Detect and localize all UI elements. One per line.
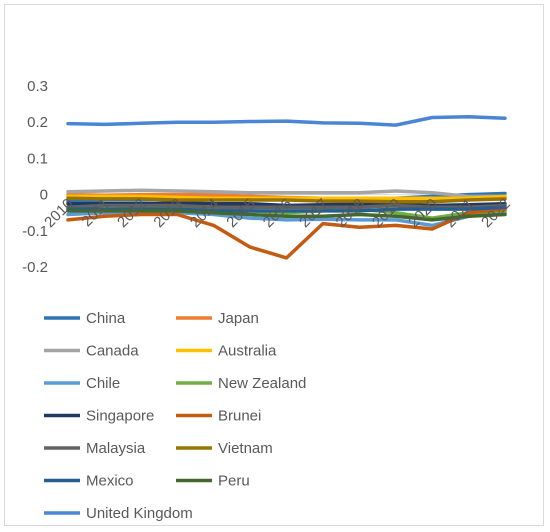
legend-label: Mexico xyxy=(86,473,134,490)
legend-label: Peru xyxy=(218,473,250,490)
series-lines xyxy=(66,115,507,260)
legend-label: New Zealand xyxy=(218,375,306,392)
series-line-singapore xyxy=(66,200,507,208)
series-line-brunei xyxy=(66,207,507,260)
legend-label: China xyxy=(86,310,126,327)
y-tick-label: 0 xyxy=(40,187,48,204)
series-line-mexico xyxy=(66,205,507,213)
y-tick-label: 0.3 xyxy=(27,78,48,95)
series-line-malaysia xyxy=(66,203,507,210)
series-line-vietnam xyxy=(66,196,507,204)
series-line-australia xyxy=(66,194,507,200)
y-tick-label: 0.1 xyxy=(27,150,48,167)
y-tick-label: -0.2 xyxy=(22,259,48,276)
legend-label: Brunei xyxy=(218,408,261,425)
legend: China Japan Canada Australia Chile New Zealan… xyxy=(44,310,306,522)
legend-label: Vietnam xyxy=(218,440,273,457)
y-axis-ticks: 0.3 0.2 0.1 0 -0.1 -0.2 xyxy=(22,78,48,276)
y-tick-label: 0.2 xyxy=(27,114,48,131)
series-line-peru xyxy=(66,209,507,222)
legend-label: Japan xyxy=(218,310,259,327)
chart-frame xyxy=(4,4,544,526)
legend-label: United Kingdom xyxy=(86,505,193,522)
legend-label: Chile xyxy=(86,375,120,392)
legend-label: Malaysia xyxy=(86,440,146,457)
legend-label: Australia xyxy=(218,343,277,360)
legend-label: Singapore xyxy=(86,408,154,425)
y-tick-label: -0.1 xyxy=(22,223,48,240)
series-line-canada xyxy=(66,188,507,199)
legend-label: Canada xyxy=(86,343,139,360)
series-line-united-kingdom xyxy=(66,115,507,127)
